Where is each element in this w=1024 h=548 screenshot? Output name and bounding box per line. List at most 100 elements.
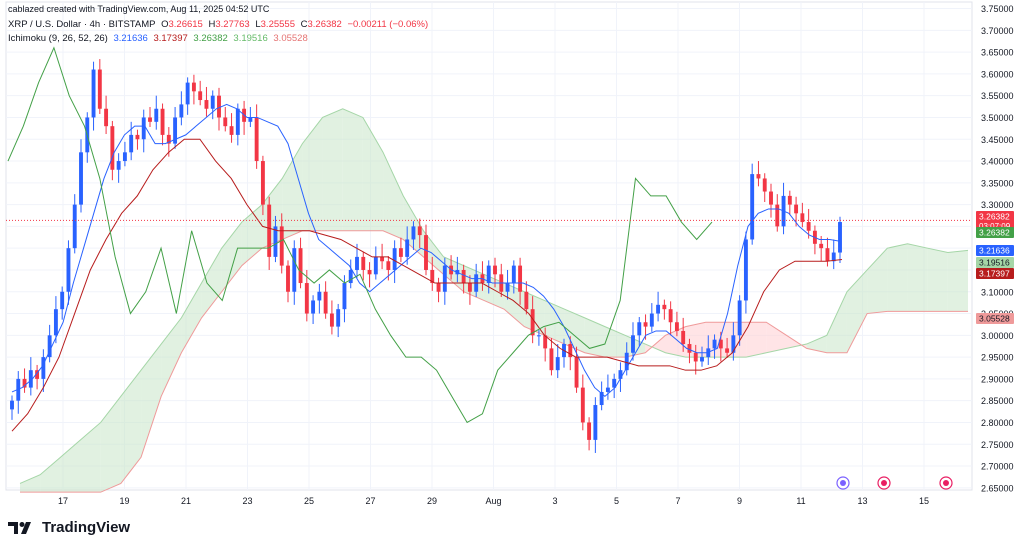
candle-body: [580, 387, 585, 423]
candle-body: [317, 291, 322, 301]
candle-body: [424, 235, 428, 270]
candle-body: [185, 82, 190, 105]
candle-body: [725, 348, 730, 353]
ichimoku-cloud-segment: [867, 248, 888, 314]
candle-body: [743, 239, 748, 301]
candle-body: [794, 204, 799, 214]
x-tick-label: 21: [181, 496, 191, 506]
ichimoku-cloud-segment: [241, 204, 263, 266]
x-tick-label: 9: [737, 496, 742, 506]
x-tick-label: 27: [365, 496, 375, 506]
candle-body: [217, 95, 221, 118]
candle-body: [631, 335, 635, 353]
price-label-countdown: 03:07:09: [979, 222, 1011, 231]
candle-body: [380, 256, 385, 262]
candle-body: [273, 226, 278, 257]
candle-body: [536, 335, 541, 337]
price-label-text: 3.26382: [979, 228, 1010, 238]
ohlc-change: −0.00211 (−0.06%): [347, 19, 429, 30]
candle-body: [574, 357, 579, 388]
ohlc-low: 3.25555: [260, 19, 295, 30]
candle-body: [336, 309, 341, 327]
candle-body: [323, 291, 328, 314]
candle-body: [60, 291, 65, 310]
candle-body: [568, 344, 573, 358]
ichimoku-cloud-segment: [544, 300, 565, 345]
candle-body: [819, 243, 824, 249]
candle-body: [311, 300, 316, 314]
candle-body: [160, 108, 165, 135]
symbol-title: XRP / U.S. Dollar · 4h · BITSTAMP: [8, 19, 156, 30]
candle-body: [110, 126, 115, 170]
event-marker-dot: [840, 480, 846, 486]
candle-body: [731, 335, 736, 353]
candle-body: [91, 69, 96, 118]
candle-body: [593, 405, 598, 440]
candle-body: [769, 191, 773, 205]
candle-body: [681, 330, 686, 345]
ichimoku-cloud-segment: [362, 117, 384, 231]
candle-body: [97, 69, 102, 109]
ohlc-close-label: C: [300, 19, 308, 30]
candle-body: [718, 339, 723, 349]
candle-body: [248, 117, 253, 122]
ichimoku-lagging-line: [7, 46, 713, 424]
x-tick-label: 11: [796, 496, 805, 506]
candle-body: [549, 348, 554, 371]
y-tick-label: 3.10000: [981, 287, 1014, 297]
candle-body: [10, 400, 14, 410]
candle-body: [662, 304, 667, 310]
candle-body: [166, 134, 171, 144]
candle-body: [129, 134, 134, 153]
ichimoku-span-b-value: 3.05528: [273, 33, 308, 44]
ichimoku-cloud-segment: [423, 230, 444, 275]
price-label-box: [976, 257, 1014, 268]
y-tick-label: 3.30000: [981, 200, 1014, 210]
candle-body: [292, 248, 297, 292]
price-label-box: [976, 245, 1014, 256]
y-tick-label: 2.85000: [981, 396, 1014, 406]
candle-body: [329, 313, 334, 327]
event-marker-dot: [881, 480, 887, 486]
ichimoku-cloud-segment: [20, 474, 41, 493]
x-tick-label: 5: [614, 496, 619, 506]
ichimoku-cloud-segment: [927, 248, 948, 312]
candle-body: [47, 335, 52, 358]
ichimoku-cloud-segment: [947, 250, 968, 312]
ohlc-low-label: L: [255, 19, 261, 30]
candle-body: [712, 339, 717, 349]
candle-body: [436, 283, 441, 292]
y-tick-label: 3.75000: [981, 4, 1014, 14]
tradingview-logo[interactable]: TradingView: [8, 519, 130, 536]
tradingview-logo-icon: [8, 521, 31, 534]
candle-body: [28, 370, 33, 388]
candle-body: [392, 248, 397, 270]
candle-body: [298, 248, 303, 284]
ohlc-close: 3.26382: [307, 19, 342, 30]
ichimoku-cloud-segment: [604, 326, 626, 358]
candle-body: [417, 226, 422, 236]
ichimoku-cloud-segment: [201, 248, 222, 318]
ichimoku-cloud-segment: [302, 117, 323, 231]
candle-body: [831, 252, 836, 262]
candle-body: [624, 352, 629, 371]
ichimoku-cloud-segment: [342, 108, 363, 231]
ichimoku-legend-row[interactable]: Ichimoku (9, 26, 52, 26) 3.21636 3.17397…: [8, 33, 311, 44]
ichimoku-cloud-segment: [141, 344, 162, 458]
candle-body: [53, 309, 58, 336]
candle-body: [286, 265, 290, 292]
candle-body: [267, 204, 272, 257]
candle-body: [555, 357, 560, 371]
candle-body: [442, 265, 447, 292]
y-tick-label: 2.65000: [981, 483, 1014, 493]
price-label-text: 3.19516: [979, 258, 1010, 268]
candle-body: [787, 195, 792, 205]
ichimoku-lagging-value: 3.26382: [193, 33, 228, 44]
candle-body: [141, 117, 146, 140]
y-tick-label: 2.75000: [981, 440, 1014, 450]
candle-body: [229, 126, 234, 135]
candle-body: [461, 269, 466, 284]
candle-body: [430, 269, 435, 284]
ichimoku-cloud-segment: [564, 309, 585, 353]
